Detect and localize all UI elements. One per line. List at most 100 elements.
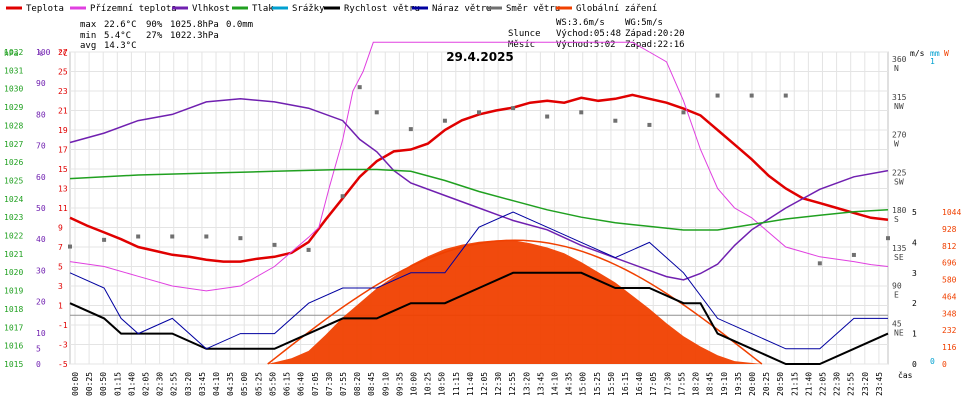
stats-min-press: 1022.3hPa (170, 31, 219, 41)
axis-w-tick: 696 (942, 259, 957, 268)
wind-direction-point-12 (442, 118, 447, 123)
axis-hpa-tick: 1026 (4, 158, 23, 167)
wind-direction-point-8 (340, 194, 345, 199)
axes: 1015101610171018101910201021102210231024… (4, 48, 961, 369)
wind-direction-point-25 (886, 236, 890, 241)
x-tick-label: 20:25 (762, 372, 771, 396)
x-tick-label: 15:25 (593, 372, 602, 396)
legend-label-7: Směr větru (506, 4, 560, 14)
sunrise-text: Východ:05:48 (556, 29, 621, 39)
axis-w-tick: 348 (942, 309, 957, 318)
x-tick-label: 18:45 (706, 372, 715, 396)
x-axis-ticks: 00:00 00:25 00:50 01:15 01:40 02:05 02:30 02:55… (71, 372, 884, 396)
wind-direction-point-22 (783, 93, 788, 98)
axis-temp-tick: 11 (58, 204, 68, 213)
x-tick-label: 14:35 (565, 372, 574, 396)
axis-temp-tick: 23 (58, 87, 68, 96)
legend-label-8: Globální záření (576, 4, 657, 14)
x-tick-label: 21:40 (804, 372, 813, 396)
stats-max-hum: 90% (146, 20, 163, 30)
wind-direction-point-14 (511, 106, 516, 111)
axis-dir-label: NW (894, 102, 904, 111)
axis-hpa-tick: 1017 (4, 323, 23, 332)
x-tick-label: 10:50 (438, 372, 447, 396)
wind-direction-point-3 (170, 234, 175, 239)
moon-label: Měsíc (508, 40, 535, 50)
axis-hpa-tick: 1019 (4, 287, 23, 296)
axis-temp-tick: -5 (58, 360, 68, 369)
axis-dir-deg: 315 (892, 93, 907, 102)
x-tick-label: 07:55 (339, 372, 348, 396)
axis-dir-label: W (894, 140, 899, 149)
unit-time: čas (898, 370, 913, 380)
axis-dir-deg: 225 (892, 168, 907, 177)
wind-direction-point-15 (545, 114, 550, 119)
axis-ms-tick: 2 (912, 299, 917, 308)
wind-direction-point-24 (851, 252, 856, 257)
wind-gust-line (69, 211, 888, 350)
x-tick-label: 00:50 (99, 372, 108, 396)
unit-pct: % (38, 49, 43, 58)
x-tick-label: 12:30 (494, 372, 503, 396)
sun-label: Slunce (508, 29, 541, 39)
axis-dir-label: SE (894, 253, 904, 262)
unit-w: W (944, 49, 949, 58)
stats-min-temp: 5.4°C (104, 31, 131, 41)
x-tick-label: 17:05 (649, 372, 658, 396)
axis-ms-tick: 4 (912, 238, 917, 247)
temperature-line (69, 93, 889, 263)
wind-direction-points (68, 85, 890, 266)
legend: Teplota Přízemní teplota Vlhkost Tlak Srážky… (6, 4, 657, 14)
wind-direction-point-21 (749, 93, 754, 98)
x-tick-label: 20:00 (748, 372, 757, 396)
axis-mm-tick: 1 (930, 57, 935, 66)
x-tick-label: 18:20 (692, 372, 701, 396)
axis-w-tick: 928 (942, 225, 957, 234)
stats-max-temp: 22.6°C (104, 20, 137, 30)
axis-hpa-tick: 1028 (4, 121, 23, 130)
axis-dir-deg: 360 (892, 55, 907, 64)
axis-hpa-tick: 1015 (4, 360, 23, 369)
axis-pct-tick: 50 (36, 204, 46, 213)
x-tick-label: 13:45 (536, 372, 545, 396)
x-tick-label: 20:50 (776, 372, 785, 396)
x-tick-label: 10:25 (424, 372, 433, 396)
axis-w-tick: 812 (942, 242, 957, 251)
wind-direction-point-2 (136, 234, 141, 239)
stats-min-label: min (80, 31, 96, 41)
axis-dir-deg: 90 (892, 282, 902, 291)
axis-temp-tick: 21 (58, 107, 68, 116)
axis-temp-tick: 13 (58, 185, 68, 194)
axis-temp-tick: 3 (58, 282, 63, 291)
axis-hpa-tick: 1022 (4, 232, 23, 241)
x-tick-label: 21:15 (790, 372, 799, 396)
stats-min-hum: 27% (146, 31, 163, 41)
x-tick-label: 04:10 (212, 372, 221, 396)
wind-direction-point-20 (715, 93, 720, 98)
stats-block: max 22.6°C 90% 1025.8hPa 0.0mm min 5.4°C… (80, 20, 253, 51)
axis-dir-deg: 135 (892, 244, 907, 253)
series-lines (69, 41, 889, 365)
axis-dir-label: SW (894, 177, 904, 186)
axis-hpa-tick: 1025 (4, 176, 23, 185)
x-tick-label: 23:20 (861, 372, 870, 396)
axis-temp-tick: -3 (58, 341, 68, 350)
x-tick-label: 10:00 (409, 372, 418, 396)
axis-hpa-tick: 1016 (4, 342, 23, 351)
axis-w-tick: 464 (942, 292, 957, 301)
x-tick-label: 23:45 (875, 372, 884, 396)
pressure-line (69, 168, 889, 231)
x-tick-label: 04:35 (226, 372, 235, 396)
x-tick-label: 22:30 (833, 372, 842, 396)
axis-ms-tick: 5 (912, 208, 917, 217)
axis-w-tick: 580 (942, 276, 957, 285)
wind-direction-point-7 (306, 247, 311, 252)
x-tick-label: 02:30 (156, 372, 165, 396)
x-tick-label: 16:15 (621, 372, 630, 396)
legend-label-1: Přízemní teplota (90, 4, 177, 14)
stats-max-label: max (80, 20, 97, 30)
axis-temp-tick: 7 (58, 243, 63, 252)
x-tick-label: 11:40 (466, 372, 475, 396)
stats-avg-temp: 14.3°C (104, 41, 137, 51)
